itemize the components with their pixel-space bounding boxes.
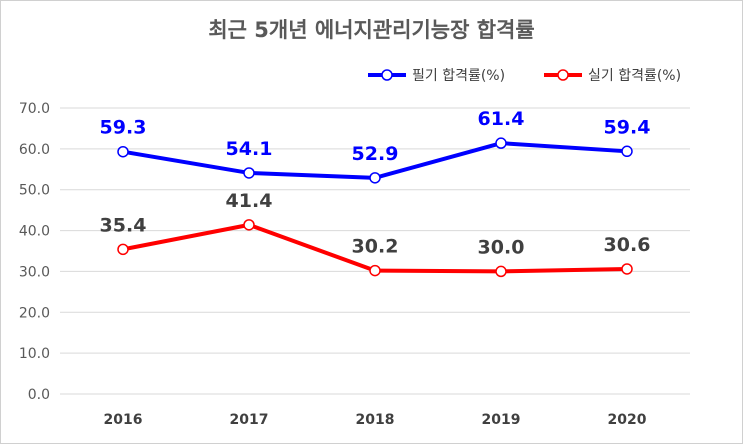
x-axis: 2016 2017 2018 2019 2020 — [104, 412, 647, 428]
data-point — [243, 167, 255, 179]
data-label: 59.4 — [604, 116, 651, 138]
x-tick-label: 2020 — [608, 412, 647, 428]
legend-swatch-marker — [381, 69, 393, 81]
y-tick-label: 30.0 — [19, 264, 50, 280]
y-tick-label: 60.0 — [19, 142, 50, 158]
series-2: 35.4 41.4 30.2 30.0 30.6 — [100, 190, 651, 278]
x-tick-label: 2018 — [356, 412, 395, 428]
legend-swatch-marker — [557, 69, 569, 81]
data-label: 41.4 — [226, 190, 273, 212]
chart-title: 최근 5개년 에너지관리기능장 합격률 — [208, 18, 535, 42]
x-tick-label: 2016 — [104, 412, 143, 428]
data-point — [117, 243, 129, 256]
x-tick-label: 2019 — [482, 412, 521, 428]
data-label: 35.4 — [100, 214, 147, 236]
x-tick-label: 2017 — [230, 412, 269, 428]
data-point — [243, 219, 255, 231]
data-point — [621, 145, 633, 158]
y-tick-label: 50.0 — [19, 183, 50, 199]
data-point — [621, 263, 633, 275]
data-point — [369, 172, 381, 184]
y-tick-label: 40.0 — [19, 224, 50, 240]
data-point — [369, 264, 381, 277]
data-label: 30.0 — [478, 236, 525, 258]
data-point — [117, 145, 129, 158]
legend-label: 필기 합격률(%) — [412, 68, 505, 84]
data-point — [495, 265, 507, 278]
data-point — [495, 137, 507, 149]
data-label: 30.2 — [352, 236, 399, 258]
series-group: 59.3 54.1 52.9 61.4 59.4 35.4 41.4 30.2 30.0 30.6 — [100, 108, 651, 278]
legend-label: 실기 합격률(%) — [588, 68, 681, 84]
data-label: 54.1 — [226, 138, 273, 160]
data-label: 52.9 — [352, 143, 399, 165]
y-tick-label: 70.0 — [19, 101, 50, 117]
y-tick-label: 20.0 — [19, 305, 50, 321]
data-label: 59.3 — [100, 117, 147, 139]
y-tick-label: 10.0 — [19, 346, 50, 362]
legend: 필기 합격률(%) 실기 합격률(%) — [368, 68, 681, 84]
data-label: 61.4 — [478, 108, 525, 130]
y-tick-label: 0.0 — [28, 387, 50, 403]
data-label: 30.6 — [604, 234, 651, 256]
series-1: 59.3 54.1 52.9 61.4 59.4 — [100, 108, 651, 184]
y-axis: 0.0 10.0 20.0 30.0 40.0 50.0 60.0 70.0 — [19, 101, 50, 403]
